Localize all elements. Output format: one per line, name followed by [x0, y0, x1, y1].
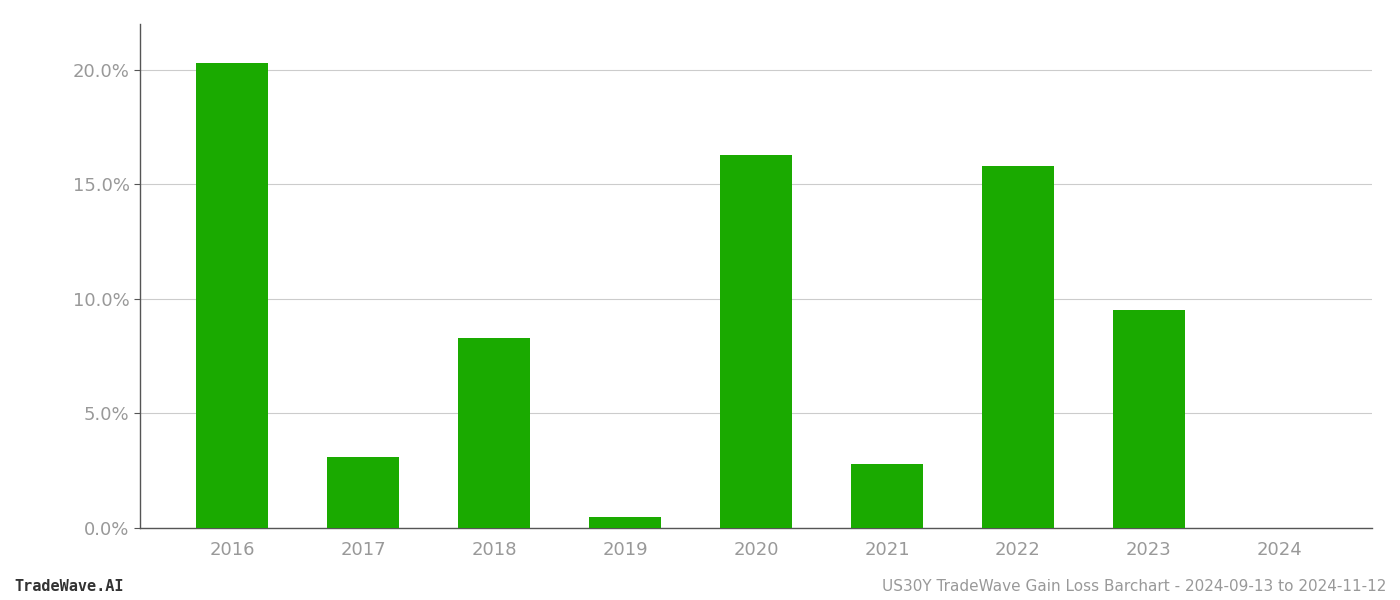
Bar [196, 63, 267, 528]
Bar [720, 155, 792, 528]
Text: TradeWave.AI: TradeWave.AI [14, 579, 123, 594]
Bar [458, 338, 531, 528]
Bar [981, 166, 1054, 528]
Text: US30Y TradeWave Gain Loss Barchart - 2024-09-13 to 2024-11-12: US30Y TradeWave Gain Loss Barchart - 202… [882, 579, 1386, 594]
Bar [851, 464, 923, 528]
Bar [1113, 310, 1184, 528]
Bar [589, 517, 661, 528]
Bar [328, 457, 399, 528]
